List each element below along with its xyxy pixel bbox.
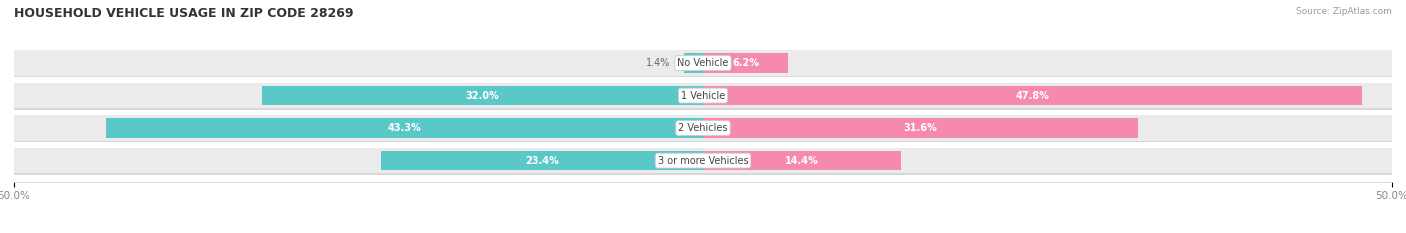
- Bar: [703, 151, 901, 170]
- Text: Source: ZipAtlas.com: Source: ZipAtlas.com: [1296, 7, 1392, 16]
- Bar: [14, 83, 1392, 108]
- Text: 23.4%: 23.4%: [524, 156, 558, 166]
- Text: 2 Vehicles: 2 Vehicles: [678, 123, 728, 133]
- Text: 32.0%: 32.0%: [465, 91, 499, 101]
- Legend: Owner-occupied, Renter-occupied: Owner-occupied, Renter-occupied: [593, 231, 813, 233]
- Text: 14.4%: 14.4%: [786, 156, 820, 166]
- Text: 3 or more Vehicles: 3 or more Vehicles: [658, 156, 748, 166]
- Bar: [107, 118, 703, 138]
- Text: 6.2%: 6.2%: [733, 58, 759, 68]
- Bar: [703, 86, 1361, 105]
- Text: 43.3%: 43.3%: [388, 123, 422, 133]
- Bar: [14, 115, 1392, 141]
- Bar: [14, 83, 1392, 110]
- Text: 31.6%: 31.6%: [904, 123, 938, 133]
- Bar: [381, 151, 703, 170]
- Bar: [14, 148, 1392, 175]
- Text: 47.8%: 47.8%: [1015, 91, 1049, 101]
- Bar: [14, 148, 1392, 173]
- Bar: [14, 51, 1392, 77]
- Text: 1.4%: 1.4%: [645, 58, 669, 68]
- Text: HOUSEHOLD VEHICLE USAGE IN ZIP CODE 28269: HOUSEHOLD VEHICLE USAGE IN ZIP CODE 2826…: [14, 7, 353, 20]
- Text: No Vehicle: No Vehicle: [678, 58, 728, 68]
- Bar: [14, 50, 1392, 76]
- Text: 1 Vehicle: 1 Vehicle: [681, 91, 725, 101]
- Bar: [703, 118, 1139, 138]
- Bar: [14, 116, 1392, 142]
- Bar: [703, 53, 789, 73]
- Bar: [262, 86, 703, 105]
- Bar: [683, 53, 703, 73]
